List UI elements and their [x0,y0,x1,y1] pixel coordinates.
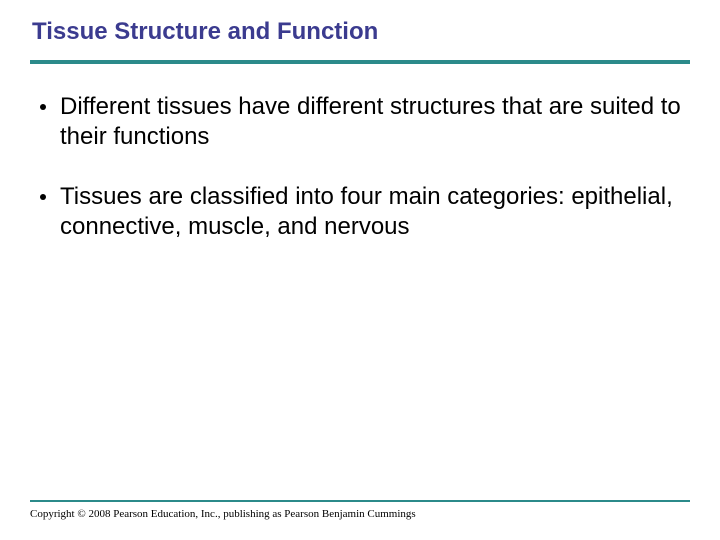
list-item: Different tissues have different structu… [40,92,690,152]
slide-content: Different tissues have different structu… [30,92,690,242]
divider-top [30,60,690,64]
slide-title: Tissue Structure and Function [30,18,690,46]
divider-bottom [30,500,690,502]
bullet-text: Different tissues have different structu… [60,92,690,152]
bullet-icon [40,104,46,110]
slide-footer: Copyright © 2008 Pearson Education, Inc.… [30,500,690,520]
bullet-icon [40,194,46,200]
copyright-text: Copyright © 2008 Pearson Education, Inc.… [30,508,690,520]
slide: Tissue Structure and Function Different … [0,0,720,540]
list-item: Tissues are classified into four main ca… [40,182,690,242]
bullet-text: Tissues are classified into four main ca… [60,182,690,242]
